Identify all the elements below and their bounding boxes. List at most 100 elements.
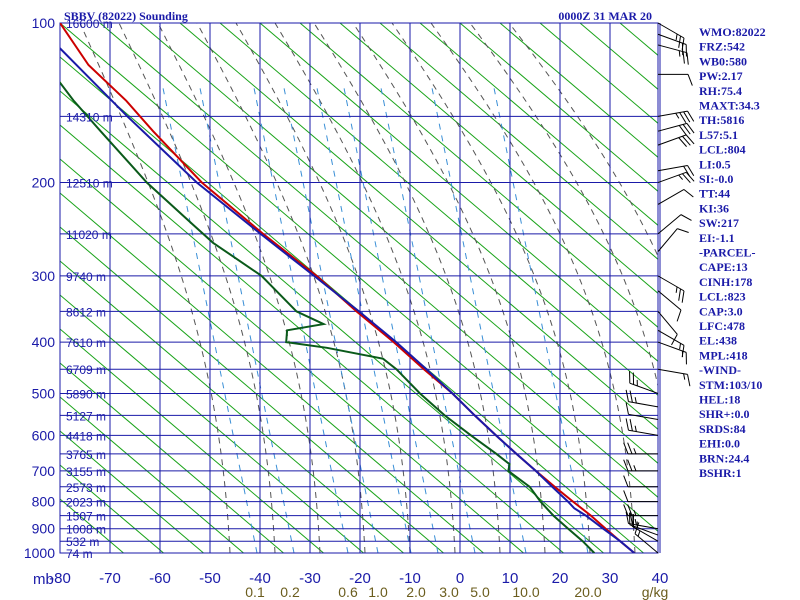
height-tick-label: 1008 m: [66, 523, 106, 537]
index-line: BRN:24.4: [699, 451, 749, 465]
height-tick-label: 5890 m: [66, 387, 106, 401]
chart-title: SBBV (82022) Sounding: [64, 9, 188, 23]
dry-adiabat-line: [259, 23, 658, 362]
index-line: SI:-0.0: [699, 172, 733, 186]
height-tick-label: 2573 m: [66, 481, 106, 495]
index-line: WB0:580: [699, 54, 747, 68]
dry-adiabat-line: [60, 464, 165, 553]
index-line: LCL:804: [699, 143, 746, 157]
index-line: PW:2.17: [699, 69, 743, 83]
pressure-tick-label: 200: [32, 175, 56, 191]
mixing-ratio-line: [430, 82, 527, 553]
temperature-tick-label: 30: [602, 570, 619, 587]
parcel-profile: [60, 46, 635, 553]
pressure-tick-labels: 100 200 300 400 500 600 700 800 900 1000: [24, 15, 55, 561]
mixing-ratio-line: [315, 82, 412, 553]
pressure-tick-label: 800: [32, 494, 56, 510]
dry-adiabat-line: [60, 396, 245, 553]
index-line: L57:5.1: [699, 128, 738, 142]
height-tick-label: 16600 m: [66, 17, 113, 31]
wind-barb: [657, 110, 695, 124]
index-line: LI:0.5: [699, 157, 731, 171]
mixing-ratio-lines: [161, 82, 589, 553]
index-line: WMO:82022: [699, 25, 766, 39]
height-tick-label: 3765 m: [66, 448, 106, 462]
index-line: LCL:823: [699, 290, 746, 304]
temperature-tick-label: -70: [99, 570, 121, 587]
temperature-tick-label: -10: [399, 570, 421, 587]
height-tick-label: 5127 m: [66, 409, 106, 423]
moist-adiabat-line: [430, 23, 636, 553]
mixing-ratio-tick-label: 10.0: [512, 584, 539, 600]
wind-barb: [625, 389, 659, 408]
dry-adiabat-line: [60, 90, 605, 553]
pressure-tick-label: 1000: [24, 545, 55, 561]
height-tick-label: 11020 m: [66, 228, 112, 242]
index-line: CINH:178: [699, 275, 752, 289]
index-line: SHR+:0.0: [699, 407, 750, 421]
temperature-tick-label: -40: [249, 570, 271, 587]
index-line: EHI:0.0: [699, 437, 740, 451]
index-line: LFC:478: [699, 319, 745, 333]
pressure-tick-label: 900: [32, 521, 56, 537]
pressure-tick-label: 600: [32, 427, 56, 443]
pressure-unit-label: mb: [33, 571, 54, 588]
wind-barb: [657, 341, 687, 365]
index-line: RH:75.4: [699, 84, 742, 98]
dry-adiabat-line: [60, 56, 645, 553]
dry-adiabat-line: [60, 260, 405, 553]
dry-adiabat-line: [419, 23, 658, 226]
wind-barbs: [623, 22, 695, 554]
wind-barb: [623, 490, 658, 503]
index-line: FRZ:542: [699, 40, 745, 54]
wind-barb: [623, 459, 658, 472]
mixing-ratio-tick-label: 0.1: [245, 584, 265, 600]
temperature-tick-label: 40: [652, 570, 669, 587]
temperature-tick-label: 10: [502, 570, 519, 587]
dry-adiabat-line: [539, 23, 658, 124]
mixing-ratio-tick-label: 0.6: [338, 584, 358, 600]
mixing-ratio-line: [252, 82, 349, 553]
dry-adiabat-line: [60, 226, 445, 553]
index-line: EI:-1.1: [699, 231, 735, 245]
temperature-tick-label: -50: [199, 570, 221, 587]
height-tick-label: 532 m: [66, 535, 99, 549]
index-line: SRDS:84: [699, 422, 746, 436]
wind-barb: [625, 511, 659, 530]
index-line: SW:217: [699, 216, 739, 230]
wind-barb: [657, 134, 695, 147]
height-tick-label: 6709 m: [66, 363, 106, 377]
mixing-ratio-line: [379, 82, 476, 553]
wind-barb: [657, 33, 687, 57]
index-line: CAPE:13: [699, 260, 748, 274]
height-tick-label: 2023 m: [66, 496, 106, 510]
wind-barb: [623, 475, 658, 488]
dry-adiabat-line: [339, 23, 658, 294]
index-line: CAP:3.0: [699, 304, 743, 318]
height-tick-label: 4418 m: [66, 429, 106, 443]
height-tick-label: 14310 m: [66, 110, 113, 124]
dry-adiabat-line: [99, 23, 658, 498]
pressure-tick-label: 500: [32, 385, 56, 401]
temperature-tick-label: -20: [349, 570, 371, 587]
dry-adiabat-line: [299, 23, 658, 328]
temperature-tick-label: 20: [552, 570, 569, 587]
moist-adiabat-line: [508, 23, 658, 258]
mixing-ratio-tick-label: 20.0: [574, 584, 601, 600]
wind-barb: [623, 442, 658, 455]
height-tick-label: 1507 m: [66, 510, 106, 524]
temperature-tick-label: 0: [456, 570, 464, 587]
dry-adiabat-line: [60, 362, 285, 553]
height-tick-label: 74 m: [66, 547, 93, 561]
dry-adiabats: [60, 23, 658, 553]
height-tick-labels: 16600 m 14310 m 12510 m 11020 m 9740 m 8612 m…: [66, 17, 113, 561]
moist-adiabats: [79, 23, 658, 553]
wind-barb: [629, 371, 659, 394]
mixing-ratio-tick-labels: 0.1 0.2 0.6 1.0 2.0 3.0 5.0 10.0 20.0 g/kg: [245, 584, 668, 600]
temperature-tick-label: -60: [149, 570, 171, 587]
mixing-ratio-tick-label: 1.0: [368, 584, 388, 600]
index-line: TT:44: [699, 187, 730, 201]
index-line: -PARCEL-: [699, 246, 755, 260]
dry-adiabat-line: [60, 328, 325, 553]
